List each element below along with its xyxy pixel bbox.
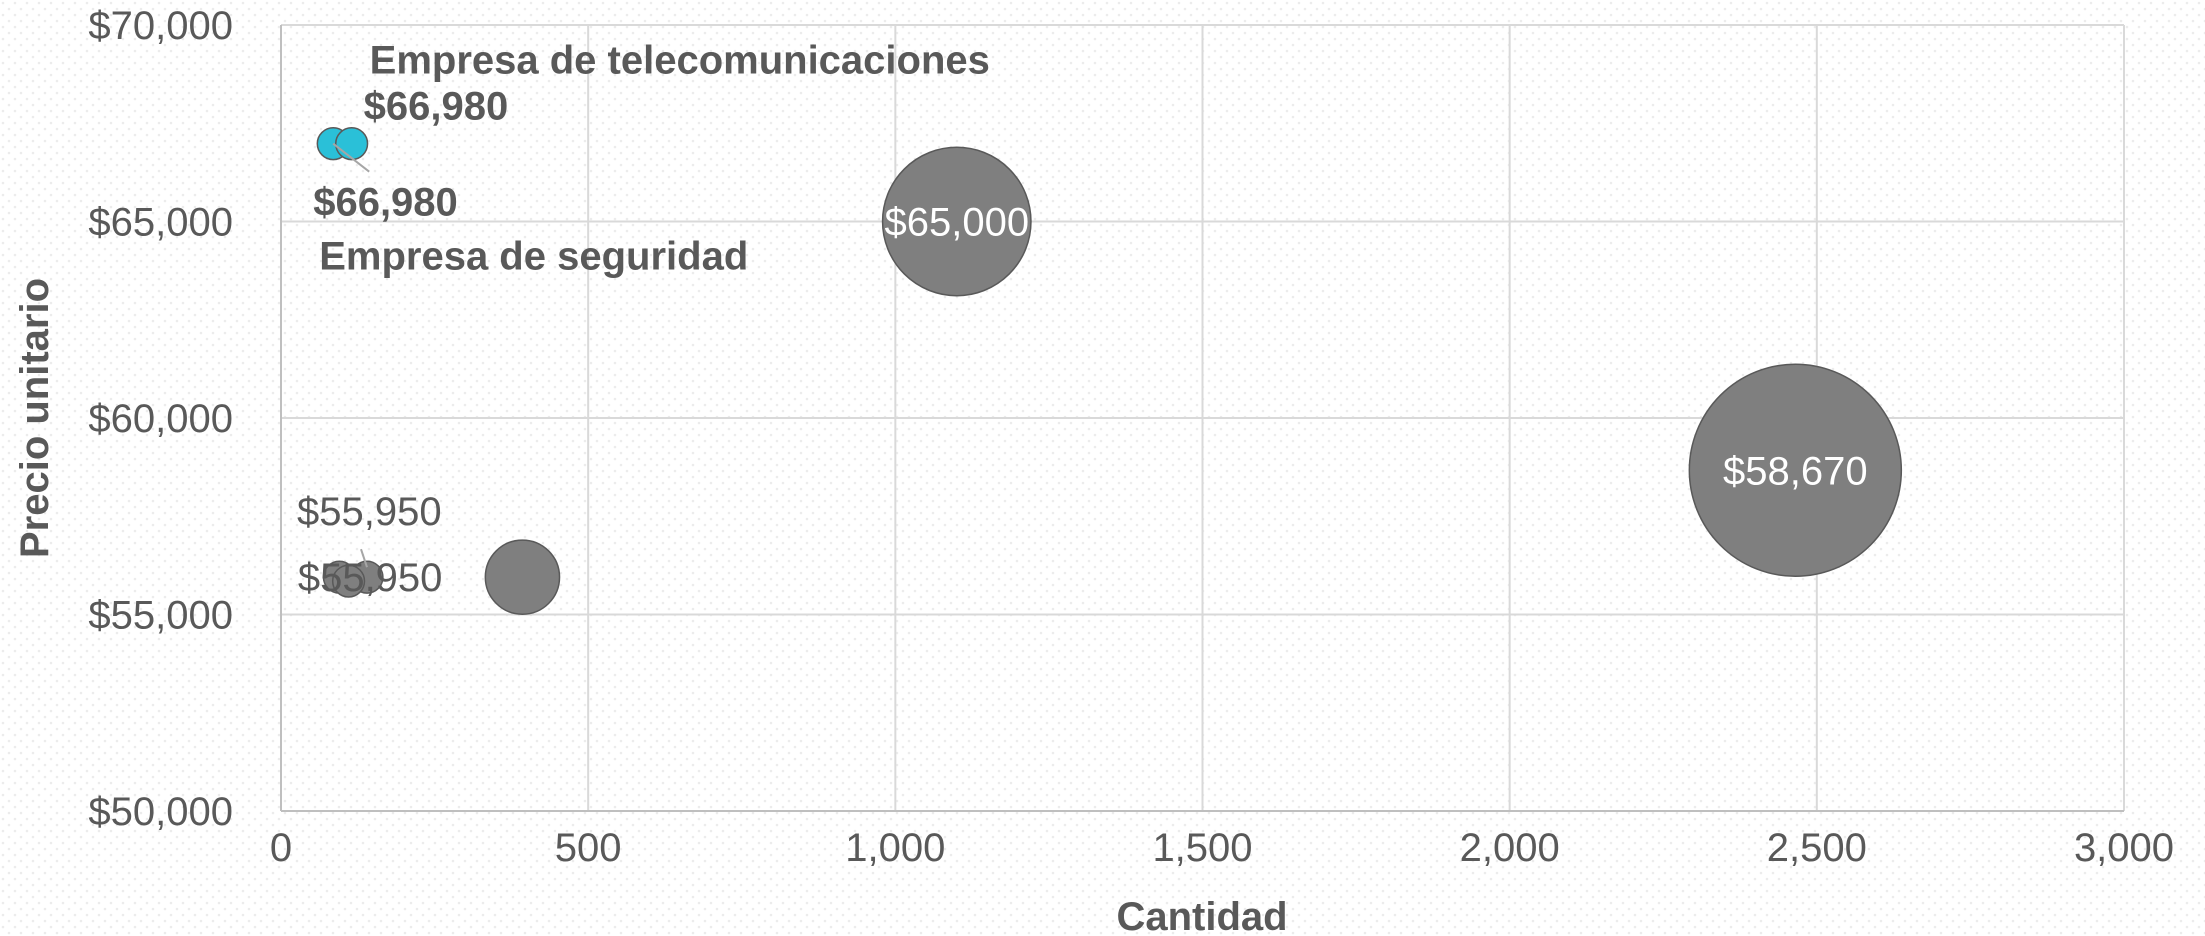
y-tick-label: $60,000 (88, 397, 233, 441)
data-label: $55,950 (297, 490, 442, 534)
point-annotation: Empresa de telecomunicaciones (370, 39, 990, 83)
y-tick-label: $70,000 (88, 4, 233, 48)
x-tick-label: 3,000 (2074, 826, 2174, 870)
data-label: $66,980 (313, 181, 458, 225)
x-tick-label: 2,000 (1460, 826, 1560, 870)
x-tick-label: 0 (270, 826, 292, 870)
x-tick-label: 500 (555, 826, 622, 870)
data-label: $58,670 (1723, 449, 1868, 493)
x-axis-title: Cantidad (1116, 895, 1287, 936)
y-tick-label: $55,000 (88, 594, 233, 638)
x-tick-label: 1,500 (1152, 826, 1252, 870)
leader-line (360, 548, 368, 568)
grid (281, 24, 2125, 811)
bubble-point (334, 127, 369, 161)
leader-line (332, 142, 370, 173)
data-label: $65,000 (884, 201, 1029, 245)
bubble-point (331, 564, 366, 598)
axes: 0 500 1,000 1,500 2,000 2,500 3,000 $50,000 $55,… (88, 4, 2174, 870)
bubble-point (484, 539, 561, 616)
x-tick-label: 2,500 (1767, 826, 1867, 870)
bubbles (316, 127, 1903, 616)
y-axis-title: Precio unitario (13, 278, 57, 558)
bubble-point (1688, 363, 1903, 578)
y-tick-label: $65,000 (88, 201, 233, 245)
data-label: $66,980 (364, 85, 509, 129)
point-annotation: Empresa de seguridad (319, 235, 748, 279)
bubble-point (881, 146, 1032, 297)
y-tick-label: $50,000 (88, 790, 233, 834)
x-tick-label: 1,000 (845, 826, 945, 870)
data-label: $55,950 (298, 556, 443, 600)
